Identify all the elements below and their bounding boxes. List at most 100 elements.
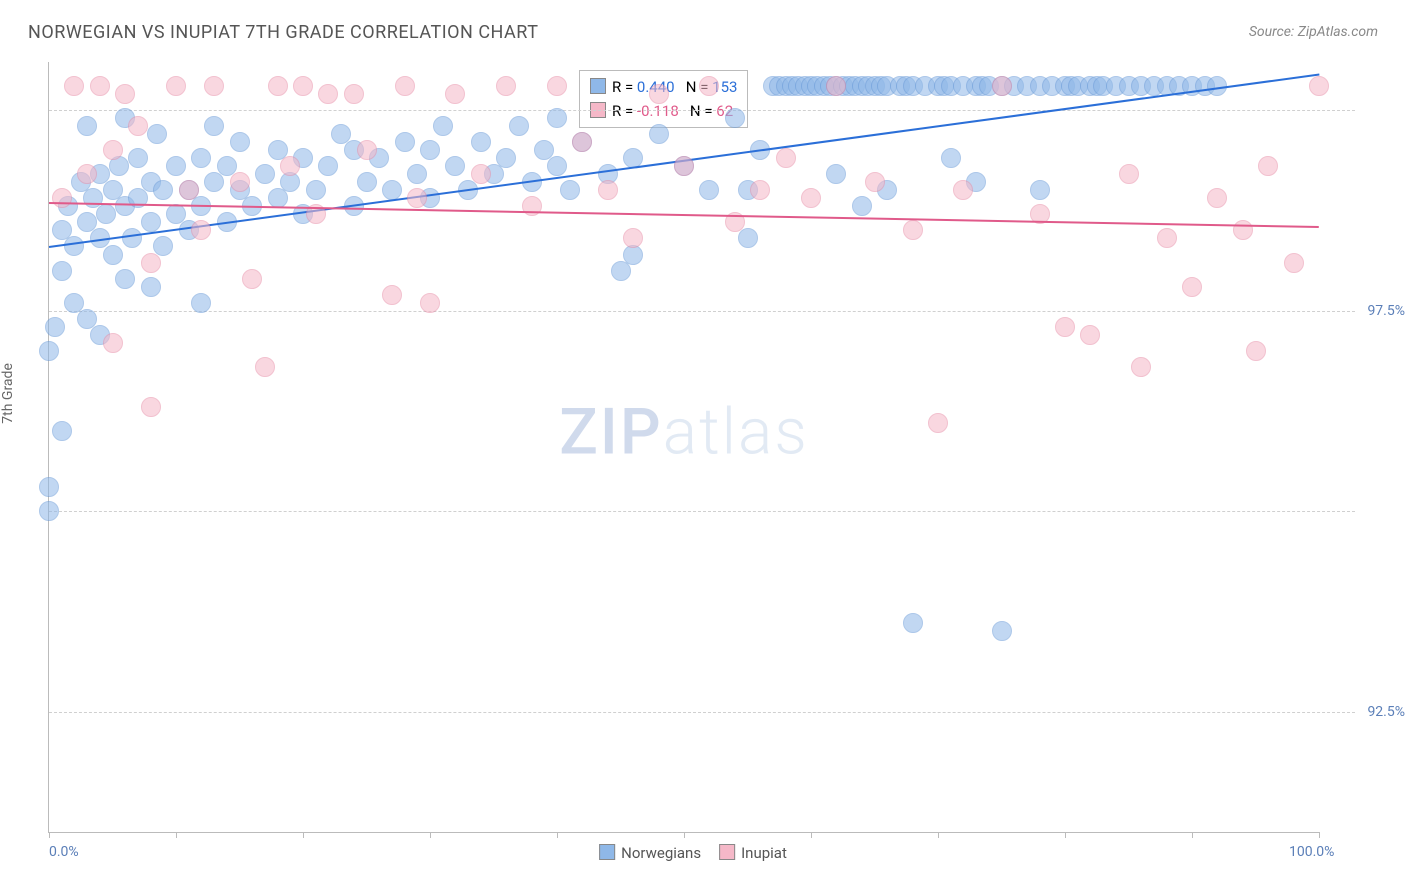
data-point <box>191 293 211 313</box>
data-point <box>1080 325 1100 345</box>
data-point <box>598 180 618 200</box>
data-point <box>242 269 262 289</box>
data-point <box>509 116 529 136</box>
data-point <box>445 84 465 104</box>
data-point <box>77 116 97 136</box>
data-point <box>496 76 516 96</box>
data-point <box>953 180 973 200</box>
data-point <box>147 124 167 144</box>
data-point <box>64 76 84 96</box>
xtick-mark <box>557 832 558 838</box>
data-point <box>306 180 326 200</box>
data-point <box>699 76 719 96</box>
data-point <box>153 180 173 200</box>
data-point <box>1246 341 1266 361</box>
data-point <box>776 148 796 168</box>
data-point <box>1157 228 1177 248</box>
data-point <box>420 140 440 160</box>
data-point <box>407 188 427 208</box>
data-point <box>39 477 59 497</box>
data-point <box>941 148 961 168</box>
xtick-label: 0.0% <box>49 844 79 860</box>
data-point <box>928 413 948 433</box>
data-point <box>103 333 123 353</box>
data-point <box>230 132 250 152</box>
gridline-h <box>49 511 1355 512</box>
data-point <box>39 501 59 521</box>
data-point <box>1119 164 1139 184</box>
trend-line <box>49 202 1319 228</box>
data-point <box>395 132 415 152</box>
data-point <box>738 228 758 248</box>
data-point <box>179 180 199 200</box>
data-point <box>128 148 148 168</box>
xtick-label: 100.0% <box>1289 844 1334 860</box>
data-point <box>141 397 161 417</box>
data-point <box>1258 156 1278 176</box>
data-point <box>496 148 516 168</box>
legend-swatch <box>590 78 606 94</box>
data-point <box>1233 220 1253 240</box>
data-point <box>382 180 402 200</box>
data-point <box>674 156 694 176</box>
data-point <box>52 421 72 441</box>
xtick-mark <box>176 832 177 838</box>
data-point <box>141 277 161 297</box>
data-point <box>903 220 923 240</box>
data-point <box>204 76 224 96</box>
data-point <box>1030 180 1050 200</box>
data-point <box>547 108 567 128</box>
data-point <box>77 164 97 184</box>
data-point <box>103 245 123 265</box>
data-point <box>191 220 211 240</box>
xtick-mark <box>303 832 304 838</box>
data-point <box>560 180 580 200</box>
data-point <box>166 156 186 176</box>
data-point <box>433 116 453 136</box>
ytick-label: 92.5% <box>1335 704 1405 720</box>
data-point <box>611 261 631 281</box>
series-legend: Norwegians Inupiat <box>581 844 787 862</box>
data-point <box>39 341 59 361</box>
data-point <box>826 76 846 96</box>
data-point <box>96 204 116 224</box>
data-point <box>407 164 427 184</box>
data-point <box>382 285 402 305</box>
data-point <box>115 84 135 104</box>
watermark-atlas: atlas <box>663 394 809 469</box>
chart-title: NORWEGIAN VS INUPIAT 7TH GRADE CORRELATI… <box>28 22 538 43</box>
data-point <box>1131 357 1151 377</box>
data-point <box>903 613 923 633</box>
xtick-mark <box>430 832 431 838</box>
legend-label: Inupiat <box>741 844 787 862</box>
r-label: R = <box>612 78 637 96</box>
data-point <box>1055 317 1075 337</box>
data-point <box>420 293 440 313</box>
data-point <box>141 253 161 273</box>
legend-label: Norwegians <box>621 844 701 862</box>
data-point <box>52 188 72 208</box>
data-point <box>318 84 338 104</box>
data-point <box>547 76 567 96</box>
data-point <box>547 156 567 176</box>
data-point <box>725 108 745 128</box>
data-point <box>122 228 142 248</box>
data-point <box>128 116 148 136</box>
data-point <box>522 196 542 216</box>
data-point <box>1309 76 1329 96</box>
ytick-label: 97.5% <box>1335 303 1405 319</box>
data-point <box>64 236 84 256</box>
xtick-mark <box>1319 832 1320 838</box>
data-point <box>750 180 770 200</box>
y-axis-label: 7th Grade <box>0 363 16 424</box>
data-point <box>357 172 377 192</box>
source-label: Source: ZipAtlas.com <box>1249 24 1378 40</box>
data-point <box>230 172 250 192</box>
data-point <box>191 148 211 168</box>
data-point <box>1284 253 1304 273</box>
data-point <box>115 269 135 289</box>
data-point <box>852 196 872 216</box>
data-point <box>103 140 123 160</box>
data-point <box>1182 277 1202 297</box>
data-point <box>318 156 338 176</box>
